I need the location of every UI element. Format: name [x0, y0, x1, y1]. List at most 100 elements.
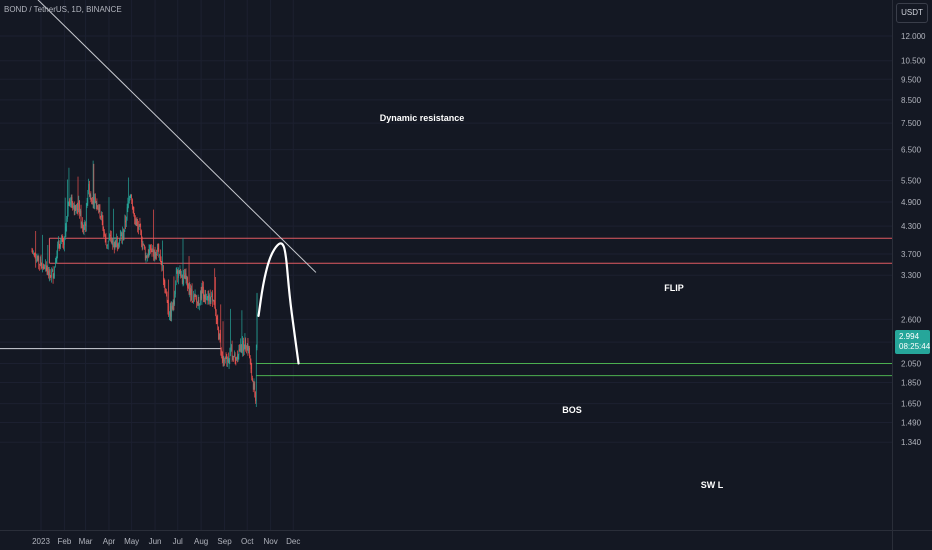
candle-body — [49, 269, 50, 276]
candle-body — [50, 275, 52, 277]
candle — [160, 256, 162, 266]
candle — [224, 356, 226, 364]
candle-body — [201, 286, 203, 299]
candle — [217, 314, 219, 331]
candle — [131, 194, 132, 204]
candle-body — [221, 355, 223, 358]
candle-body — [162, 265, 163, 266]
candle-body — [231, 345, 232, 348]
candle-body — [33, 253, 35, 254]
candle — [195, 294, 197, 300]
candle-body — [200, 291, 201, 304]
candle-body — [78, 200, 80, 210]
candle-body — [120, 235, 122, 237]
candle — [108, 197, 110, 242]
candle — [49, 269, 51, 281]
candle — [132, 198, 133, 210]
candle-body — [141, 230, 142, 242]
candle-body — [70, 202, 71, 206]
flip-zone — [48, 237, 892, 264]
candle — [95, 193, 96, 204]
candle-body — [143, 244, 145, 246]
candle-body — [187, 277, 188, 288]
candle — [113, 208, 114, 248]
candle — [36, 255, 38, 262]
candle-body — [256, 293, 258, 348]
candle-body — [52, 269, 54, 279]
candle — [255, 391, 256, 404]
flip-label: FLIP — [664, 283, 684, 293]
candle — [174, 290, 176, 306]
y-tick-label: 3.700 — [901, 250, 922, 259]
annotation-labels: Dynamic resistance FLIP BOS SW L — [380, 113, 724, 490]
candle — [81, 221, 83, 229]
candle — [69, 198, 71, 207]
candle-body — [103, 229, 104, 232]
candle-body — [217, 319, 219, 328]
candle — [187, 276, 188, 292]
candle — [130, 193, 132, 199]
symbol-title: BOND / TetherUS, 1D, BINANCE — [4, 5, 122, 14]
candle — [39, 256, 41, 267]
candle-body — [166, 291, 167, 295]
candle — [234, 352, 236, 365]
candle — [203, 281, 204, 303]
candle — [193, 293, 195, 302]
candle-body — [146, 255, 148, 258]
candle — [99, 204, 101, 219]
candle — [95, 200, 97, 210]
candle-body — [151, 251, 153, 252]
candle — [64, 236, 65, 252]
candle — [119, 238, 120, 248]
candle — [107, 244, 108, 249]
candle — [212, 299, 214, 302]
candle — [221, 351, 223, 364]
candle-body — [65, 225, 67, 233]
candle — [80, 204, 82, 229]
candle-body — [235, 358, 237, 360]
candle — [238, 344, 240, 360]
candle — [104, 229, 105, 237]
candle-body — [202, 286, 203, 288]
candle — [164, 279, 166, 294]
candle-body — [123, 231, 125, 239]
candle-body — [155, 253, 157, 259]
candle — [77, 176, 79, 216]
candle — [152, 245, 154, 253]
candle-body — [249, 357, 251, 363]
candle-body — [254, 383, 256, 392]
candle — [169, 303, 171, 321]
candle — [226, 354, 228, 367]
candle-body — [140, 225, 141, 231]
candle-body — [182, 280, 184, 283]
candle-body — [175, 284, 176, 295]
candle-body — [253, 383, 255, 390]
candle-body — [210, 296, 212, 303]
candle — [133, 206, 135, 217]
candle-body — [127, 203, 129, 208]
candle-body — [150, 249, 152, 252]
candle — [149, 244, 151, 256]
candle-body — [46, 265, 47, 268]
candle-body — [39, 264, 40, 266]
candle — [36, 253, 37, 263]
candle — [138, 220, 139, 235]
candle — [119, 229, 121, 241]
candle — [116, 233, 117, 248]
candle — [173, 276, 175, 311]
candle-body — [73, 206, 75, 213]
candle-body — [91, 197, 92, 202]
candle-body — [105, 237, 107, 245]
candle-body — [225, 358, 226, 361]
candle — [203, 294, 205, 302]
candle-body — [133, 212, 135, 215]
candle — [45, 261, 47, 272]
candle — [183, 270, 185, 286]
currency-button[interactable]: USDT — [896, 3, 928, 23]
candle-body — [221, 350, 222, 356]
candle — [65, 223, 67, 238]
last-price-value: 2.994 — [899, 332, 920, 341]
candle-body — [95, 197, 96, 203]
candle-body — [246, 343, 248, 348]
